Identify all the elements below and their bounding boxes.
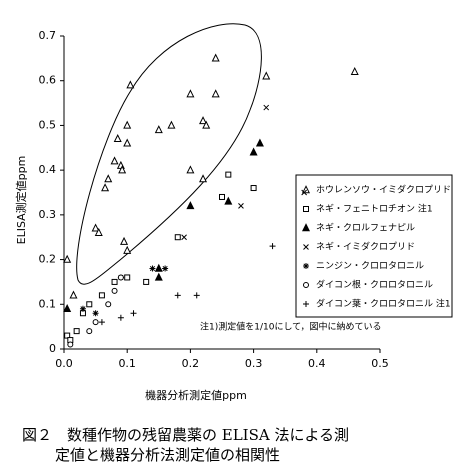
y-axis-label: ELISA測定値ppm [14, 156, 28, 245]
marker [301, 189, 308, 196]
marker [86, 301, 93, 308]
marker [174, 292, 181, 299]
marker [162, 265, 169, 272]
marker [167, 120, 176, 129]
marker [219, 193, 225, 200]
marker [174, 234, 181, 241]
marker [154, 125, 163, 134]
marker [120, 236, 129, 245]
x-tick-label: 0.4 [308, 357, 326, 370]
x-tick-label: 0.0 [55, 357, 73, 370]
marker [98, 319, 105, 326]
marker [269, 243, 276, 250]
marker [110, 156, 119, 165]
legend-label: ダイコン葉・クロロタロニル 注1 [316, 298, 451, 310]
legend-label: ホウレンソウ・イミダクロプリド [316, 184, 451, 196]
group-outline [76, 23, 262, 285]
legend-label: ネギ・イミダクロプリド [316, 241, 415, 253]
marker [225, 171, 232, 178]
marker [118, 165, 127, 174]
y-tick-label: 0.5 [39, 118, 57, 131]
marker [154, 263, 163, 272]
marker [303, 282, 309, 288]
marker [262, 71, 271, 80]
y-tick-label: 0.2 [39, 253, 57, 266]
marker [238, 203, 244, 209]
legend-box [295, 174, 453, 318]
y-tick-label: 0.1 [39, 297, 57, 310]
marker [104, 174, 113, 183]
marker [255, 138, 264, 147]
marker [105, 301, 112, 308]
marker [86, 328, 93, 335]
marker [202, 120, 211, 129]
annotation: 注1)測定値を1/10にして，図中に納めている [200, 321, 382, 333]
x-tick-label: 0.1 [118, 357, 136, 370]
marker [199, 174, 208, 183]
legend-label: ニンジン・クロロタロニル [316, 261, 424, 272]
marker [303, 206, 309, 212]
marker [301, 185, 311, 194]
marker [67, 341, 74, 348]
marker [123, 138, 132, 147]
marker [350, 66, 359, 75]
marker [250, 185, 257, 192]
legend-label: ネギ・クロルフェナピル [316, 223, 415, 234]
marker [79, 305, 86, 312]
marker [123, 245, 132, 254]
marker [193, 292, 200, 299]
marker [92, 310, 99, 317]
marker [199, 116, 208, 125]
marker [249, 147, 258, 156]
marker [91, 223, 100, 232]
x-tick-label: 0.5 [371, 357, 389, 370]
marker [303, 244, 309, 250]
y-tick-label: 0.4 [39, 163, 57, 176]
marker [63, 303, 72, 312]
caption: 定値と機器分析法測定値の相関性 [55, 446, 280, 464]
legend-label: ネギ・フェニトロチオン 注1 [316, 203, 433, 215]
marker [211, 89, 220, 98]
marker [98, 292, 105, 299]
marker [149, 265, 156, 272]
y-tick-label: 0.7 [39, 29, 57, 42]
marker [94, 227, 103, 236]
marker [124, 274, 131, 281]
marker [186, 89, 195, 98]
marker [181, 234, 187, 241]
x-axis-label: 機器分析測定値ppm [145, 388, 247, 402]
marker [301, 223, 311, 232]
marker [303, 263, 309, 269]
legend-label: ダイコン根・クロロタロニル [316, 279, 433, 291]
marker [130, 310, 137, 317]
marker [117, 314, 124, 321]
marker [111, 287, 118, 294]
y-tick-label: 0 [49, 342, 56, 355]
y-tick-label: 0.3 [39, 208, 57, 221]
marker [73, 328, 80, 335]
marker [186, 201, 195, 210]
marker [117, 274, 124, 281]
x-tick-label: 0.2 [182, 357, 200, 370]
marker [263, 104, 270, 111]
marker [92, 319, 99, 326]
marker [111, 278, 118, 285]
marker [123, 120, 132, 129]
marker [303, 301, 309, 307]
caption: 図２ 数種作物の残留農薬の ELISA 法による測 [22, 426, 349, 444]
marker [186, 165, 195, 174]
marker [63, 254, 72, 263]
marker [64, 332, 71, 339]
marker [143, 278, 150, 285]
marker [101, 183, 110, 192]
marker [126, 80, 135, 89]
y-tick-label: 0.6 [39, 74, 57, 87]
marker [69, 290, 78, 299]
marker [154, 272, 163, 281]
marker [113, 134, 122, 143]
marker [211, 53, 220, 62]
marker [224, 196, 233, 205]
x-tick-label: 0.3 [245, 357, 263, 370]
